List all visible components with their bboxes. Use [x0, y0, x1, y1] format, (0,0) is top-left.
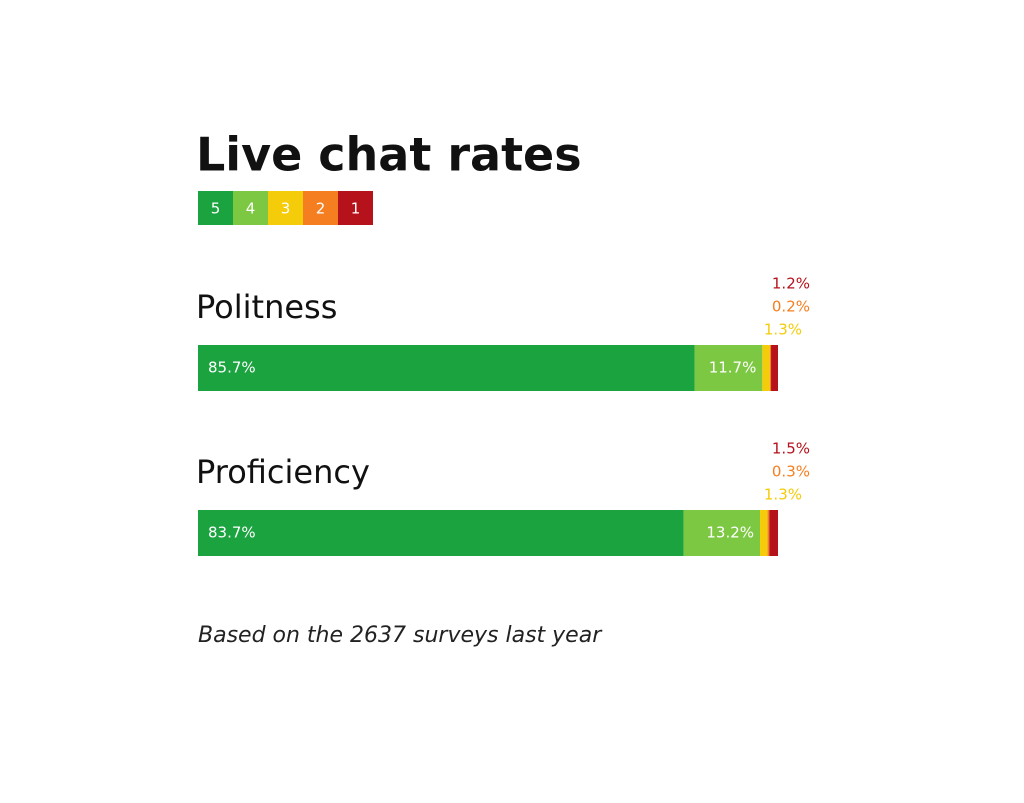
legend-swatch	[268, 191, 303, 225]
bar-segment	[198, 510, 684, 556]
bar-segment	[694, 345, 763, 391]
value-label: 1.5%	[772, 440, 810, 458]
bar-segment	[760, 510, 768, 556]
value-label: 13.2%	[706, 524, 754, 542]
category-label: Politness	[196, 288, 337, 326]
legend-swatch	[338, 191, 373, 225]
chart-title: Live chat rates	[196, 128, 582, 182]
value-label: 85.7%	[208, 359, 256, 377]
legend-swatch	[198, 191, 233, 225]
value-label: 1.3%	[764, 321, 802, 339]
legend-label: 3	[281, 200, 291, 218]
bar-segment	[683, 510, 761, 556]
legend-swatch	[233, 191, 268, 225]
legend-label: 4	[246, 200, 256, 218]
bar-segment	[769, 510, 778, 556]
legend-label: 5	[211, 200, 221, 218]
value-label: 11.7%	[709, 359, 757, 377]
bar-segment	[767, 510, 770, 556]
legend-swatch	[303, 191, 338, 225]
legend-label: 2	[316, 200, 326, 218]
bar-segment	[198, 345, 695, 391]
footnote: Based on the 2637 surveys last year	[198, 623, 603, 648]
bar-segment	[762, 345, 770, 391]
value-label: 0.3%	[772, 463, 810, 481]
value-label: 83.7%	[208, 524, 256, 542]
bar-segment	[769, 345, 772, 391]
category-label: Proficiency	[196, 453, 370, 491]
legend-label: 1	[351, 200, 361, 218]
value-label: 1.2%	[772, 275, 810, 293]
value-label: 0.2%	[772, 298, 810, 316]
value-label: 1.3%	[764, 486, 802, 504]
bar-segment	[771, 345, 778, 391]
